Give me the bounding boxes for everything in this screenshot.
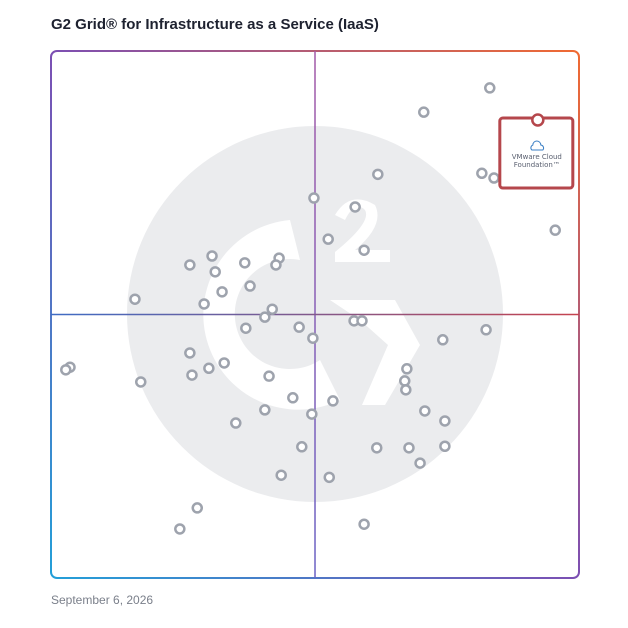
product-dot [307, 332, 319, 344]
product-dot [206, 250, 218, 262]
product-dot [372, 168, 384, 181]
product-dot [480, 324, 492, 336]
product-dot [218, 357, 230, 369]
product-dot [484, 82, 496, 94]
product-dot [419, 405, 431, 417]
product-dot [135, 376, 147, 388]
highlight-label-box: VMware Cloud Foundation™ [511, 153, 562, 170]
product-dot [270, 259, 282, 271]
product-dot [358, 244, 370, 256]
product-dot [306, 408, 318, 420]
product-dot [216, 286, 228, 298]
cloud-icon [530, 140, 545, 151]
product-dot [240, 322, 252, 334]
product-dot [439, 440, 451, 452]
product-dot [275, 469, 287, 481]
chart-title: G2 Grid® for Infrastructure as a Service… [51, 16, 379, 33]
product-dot [129, 293, 141, 305]
product-dot [203, 362, 215, 375]
product-dot [230, 417, 242, 429]
product-dot [400, 384, 412, 396]
product-dot [399, 375, 411, 387]
product-dot [263, 370, 275, 382]
product-dot [356, 315, 368, 327]
product-dot [259, 311, 271, 323]
product-dot [184, 259, 196, 271]
product-dot [209, 266, 221, 278]
product-dot [323, 471, 336, 484]
highlight-label: VMware Cloud Foundation™ [511, 153, 562, 170]
product-dot [296, 441, 308, 453]
product-dot [439, 415, 451, 427]
product-dot [476, 167, 488, 180]
date-footer: September 6, 2026 [51, 593, 153, 607]
product-dot [549, 224, 561, 236]
product-dot [293, 321, 305, 333]
product-dot [349, 201, 361, 213]
product-dot [60, 364, 72, 376]
product-dot [414, 457, 426, 469]
product-dot [191, 502, 204, 514]
product-dot [198, 298, 210, 310]
product-dot [186, 369, 198, 381]
product-dot [239, 257, 251, 269]
product-dot [437, 334, 449, 346]
product-dot [266, 303, 278, 315]
product-dot [174, 523, 186, 535]
product-dot [403, 442, 415, 454]
highlight-dot [531, 113, 545, 127]
product-dot [418, 106, 430, 118]
product-dot [358, 518, 370, 530]
product-dot [322, 233, 334, 245]
product-dot [327, 395, 339, 407]
product-dot [371, 442, 383, 454]
product-dot [401, 363, 413, 375]
product-dot [184, 347, 196, 359]
product-dot [488, 172, 500, 184]
product-dot [259, 404, 271, 416]
product-dot [244, 280, 256, 292]
product-dot [308, 192, 320, 204]
product-dot [287, 392, 299, 404]
